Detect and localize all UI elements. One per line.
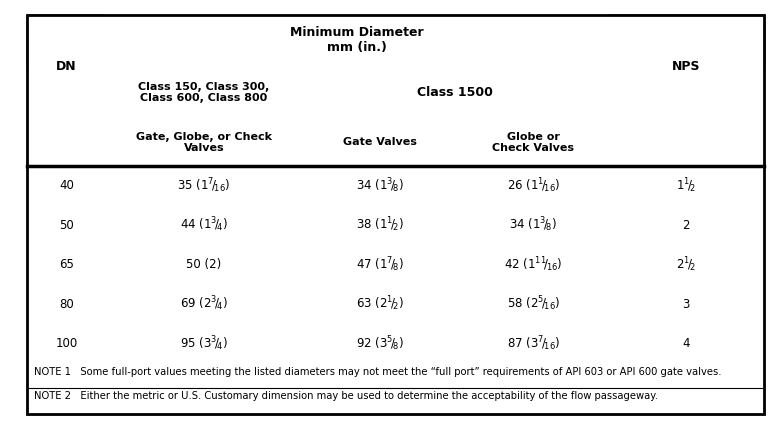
Text: 3: 3 bbox=[682, 298, 690, 311]
Text: $\mathrm{58\ (2}^{5}\!/\!_{16}\mathrm{)}$: $\mathrm{58\ (2}^{5}\!/\!_{16}\mathrm{)}… bbox=[506, 295, 560, 314]
Text: Gate Valves: Gate Valves bbox=[343, 137, 417, 147]
Bar bbox=[27, 284, 106, 324]
Text: $\mathrm{34\ (1}^{3}\!/\!_{8}\mathrm{)}$: $\mathrm{34\ (1}^{3}\!/\!_{8}\mathrm{)}$ bbox=[356, 176, 405, 195]
Bar bbox=[459, 245, 608, 284]
Bar bbox=[106, 15, 608, 66]
Text: 80: 80 bbox=[60, 298, 74, 311]
Bar bbox=[106, 66, 302, 119]
Text: $\mathrm{95\ (3}^{3}\!/\!_{4}\mathrm{)}$: $\mathrm{95\ (3}^{3}\!/\!_{4}\mathrm{)}$ bbox=[180, 334, 228, 353]
Text: $\mathrm{2}^{1}\!/\!_{2}\mathrm{}$: $\mathrm{2}^{1}\!/\!_{2}\mathrm{}$ bbox=[676, 255, 696, 274]
Bar bbox=[302, 245, 459, 284]
Text: $\mathrm{34\ (1}^{3}\!/\!_{8}\mathrm{)}$: $\mathrm{34\ (1}^{3}\!/\!_{8}\mathrm{)}$ bbox=[509, 216, 557, 235]
Bar bbox=[459, 284, 608, 324]
Bar bbox=[27, 15, 106, 119]
Text: 4: 4 bbox=[682, 337, 690, 350]
Bar bbox=[302, 119, 459, 166]
Bar bbox=[608, 205, 764, 245]
Bar bbox=[106, 205, 302, 245]
Text: 40: 40 bbox=[60, 179, 74, 192]
Bar bbox=[459, 324, 608, 363]
Bar bbox=[608, 245, 764, 284]
Bar bbox=[27, 166, 106, 205]
Text: $\mathrm{92\ (3}^{5}\!/\!_{8}\mathrm{)}$: $\mathrm{92\ (3}^{5}\!/\!_{8}\mathrm{)}$ bbox=[357, 334, 404, 353]
Bar bbox=[302, 205, 459, 245]
Text: $\mathrm{26\ (1}^{1}\!/\!_{16}\mathrm{)}$: $\mathrm{26\ (1}^{1}\!/\!_{16}\mathrm{)}… bbox=[506, 176, 560, 195]
Text: Class 1500: Class 1500 bbox=[417, 86, 492, 99]
Text: $\mathrm{38\ (1}^{1}\!/\!_{2}\mathrm{)}$: $\mathrm{38\ (1}^{1}\!/\!_{2}\mathrm{)}$ bbox=[356, 216, 405, 235]
Bar bbox=[459, 205, 608, 245]
Text: Globe or
Check Valves: Globe or Check Valves bbox=[492, 132, 574, 153]
Text: 50: 50 bbox=[60, 218, 74, 232]
Text: NOTE 2   Either the metric or U.S. Customary dimension may be used to determine : NOTE 2 Either the metric or U.S. Customa… bbox=[34, 391, 658, 401]
Bar bbox=[302, 324, 459, 363]
Bar bbox=[459, 166, 608, 205]
Bar bbox=[302, 284, 459, 324]
Bar bbox=[27, 324, 106, 363]
Bar bbox=[27, 119, 106, 166]
Bar bbox=[106, 245, 302, 284]
Text: Class 150, Class 300,
Class 600, Class 800: Class 150, Class 300, Class 600, Class 8… bbox=[138, 82, 270, 103]
Text: DN: DN bbox=[56, 60, 77, 74]
Text: NPS: NPS bbox=[672, 60, 700, 74]
Bar bbox=[302, 66, 608, 119]
Bar bbox=[106, 284, 302, 324]
Bar bbox=[608, 166, 764, 205]
Text: $\mathrm{69\ (2}^{3}\!/\!_{4}\mathrm{)}$: $\mathrm{69\ (2}^{3}\!/\!_{4}\mathrm{)}$ bbox=[180, 295, 228, 314]
Bar bbox=[27, 15, 106, 66]
Bar bbox=[459, 119, 608, 166]
Text: $\mathrm{35\ (1}^{7}\!/\!_{16}\mathrm{)}$: $\mathrm{35\ (1}^{7}\!/\!_{16}\mathrm{)}… bbox=[177, 176, 230, 195]
Bar bbox=[608, 119, 764, 166]
Bar bbox=[608, 15, 764, 119]
Text: 50 (2): 50 (2) bbox=[187, 258, 221, 271]
Text: 100: 100 bbox=[56, 337, 78, 350]
Bar bbox=[27, 205, 106, 245]
Bar bbox=[608, 324, 764, 363]
Bar bbox=[106, 324, 302, 363]
Bar bbox=[27, 245, 106, 284]
Text: $\mathrm{87\ (3}^{7}\!/\!_{16}\mathrm{)}$: $\mathrm{87\ (3}^{7}\!/\!_{16}\mathrm{)}… bbox=[506, 334, 560, 353]
Text: Gate, Globe, or Check
Valves: Gate, Globe, or Check Valves bbox=[136, 132, 272, 153]
Text: NOTE 1   Some full-port values meeting the listed diameters may not meet the “fu: NOTE 1 Some full-port values meeting the… bbox=[34, 367, 721, 377]
Bar bbox=[608, 284, 764, 324]
Bar bbox=[106, 119, 302, 166]
Text: $\mathrm{47\ (1}^{7}\!/\!_{8}\mathrm{)}$: $\mathrm{47\ (1}^{7}\!/\!_{8}\mathrm{)}$ bbox=[356, 255, 405, 274]
Text: $\mathrm{1}^{1}\!/\!_{2}\mathrm{}$: $\mathrm{1}^{1}\!/\!_{2}\mathrm{}$ bbox=[676, 176, 696, 195]
Text: 65: 65 bbox=[60, 258, 74, 271]
Bar bbox=[27, 363, 764, 414]
Text: $\mathrm{63\ (2}^{1}\!/\!_{2}\mathrm{)}$: $\mathrm{63\ (2}^{1}\!/\!_{2}\mathrm{)}$ bbox=[356, 295, 405, 314]
Text: $\mathrm{44\ (1}^{3}\!/\!_{4}\mathrm{)}$: $\mathrm{44\ (1}^{3}\!/\!_{4}\mathrm{)}$ bbox=[180, 216, 228, 235]
Text: $\mathrm{42\ (1}^{11}\!/\!_{16}\mathrm{)}$: $\mathrm{42\ (1}^{11}\!/\!_{16}\mathrm{)… bbox=[504, 255, 562, 274]
Text: Minimum Diameter
mm (in.): Minimum Diameter mm (in.) bbox=[290, 26, 423, 54]
Text: 2: 2 bbox=[682, 218, 690, 232]
Bar bbox=[302, 166, 459, 205]
Bar bbox=[106, 166, 302, 205]
Bar bbox=[608, 15, 764, 66]
